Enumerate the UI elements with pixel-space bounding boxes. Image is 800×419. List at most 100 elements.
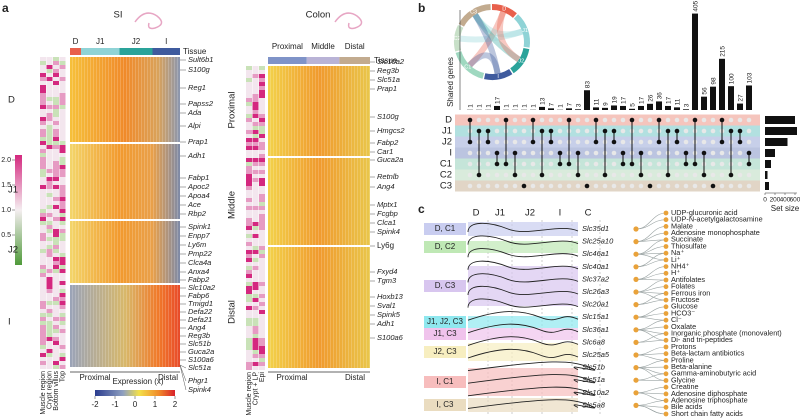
annotation-cell	[59, 173, 66, 177]
annotation-cell	[53, 145, 59, 149]
heatmap-texture	[70, 57, 180, 367]
annotation-cell	[59, 141, 66, 145]
annotation-cell	[59, 209, 66, 213]
annotation-cell	[246, 306, 252, 310]
gene-label: Apoa4	[187, 191, 210, 200]
substrate-label: UDP-glucuronic acid	[671, 208, 738, 217]
annotation-cell	[252, 334, 259, 338]
matrix-dot	[674, 117, 680, 123]
matrix-dot	[620, 172, 626, 178]
gene-label: Slc25a5	[582, 350, 610, 359]
gene-label: Tmigd1	[188, 299, 213, 308]
colorbar-tick-label: 2	[173, 400, 178, 409]
matrix-dot	[593, 183, 599, 189]
annotation-cell	[46, 177, 53, 181]
annotation-cell	[246, 162, 252, 166]
gene-label: Fabp1	[188, 173, 209, 182]
gene-label: Slc10a2	[582, 388, 610, 397]
annotation-cell	[259, 146, 265, 150]
gene-label: Slc35d1	[582, 224, 609, 233]
annotation-cell	[53, 225, 59, 229]
annotation-cell	[53, 285, 59, 289]
annotation-cell	[40, 241, 46, 245]
gene-label: Slc40a1	[582, 262, 609, 271]
tissue-segment	[70, 48, 81, 55]
annotation-cell	[246, 154, 252, 158]
matrix-dot	[683, 128, 689, 134]
annotation-cell	[246, 338, 252, 342]
set-band	[455, 147, 760, 159]
cluster-band	[468, 241, 578, 253]
annotation-cell	[246, 78, 252, 82]
annotation-cell	[46, 253, 53, 257]
panel-label: a	[2, 1, 9, 15]
substrate-dot	[663, 364, 669, 370]
annotation-cell	[259, 178, 265, 182]
gene-label: Alpi	[187, 121, 201, 130]
gene-label: Hoxb13	[377, 292, 404, 301]
annotation-cell	[259, 238, 265, 242]
annotation-cell	[46, 277, 53, 281]
set-band	[455, 158, 760, 170]
annotation-cell	[53, 77, 59, 81]
matrix-dot	[665, 117, 671, 123]
matrix-dot	[656, 150, 662, 156]
matrix-dot	[692, 172, 698, 178]
gene-dot	[633, 314, 639, 320]
panel-a: a SI Colon Tissue Tissue Expression (x) …	[1, 1, 405, 415]
annotation-cell	[53, 337, 59, 341]
annotation-cell	[59, 121, 66, 125]
gene-label: Phgr1	[188, 376, 208, 385]
bar-value-label: 36	[657, 92, 664, 100]
annotation-cell	[259, 174, 265, 178]
annotation-cell	[252, 134, 259, 138]
matrix-dot	[647, 161, 653, 167]
annotation-cell	[40, 93, 46, 97]
gene-label: S100a6	[377, 333, 404, 342]
gene-label: Papss2	[188, 99, 214, 108]
tissue-header: Tissue	[374, 56, 398, 65]
annotation-cell	[59, 269, 66, 273]
annotation-cell	[259, 182, 265, 186]
annotation-cell	[252, 258, 259, 262]
annotation-cell	[259, 126, 265, 130]
annotation-cell	[259, 314, 265, 318]
matrix-dot	[737, 150, 743, 156]
matrix-dot	[674, 172, 680, 178]
gene-label: Car1	[377, 147, 393, 156]
annotation-cell	[259, 122, 265, 126]
annotation-cell	[46, 113, 53, 117]
matrix-dot	[521, 161, 527, 167]
annotation-cell	[259, 90, 265, 94]
annotation-cell	[46, 301, 53, 305]
annotation-cell	[40, 257, 46, 261]
annotation-cell	[259, 142, 265, 146]
annotation-cell	[53, 333, 59, 337]
annotation-cell	[252, 318, 259, 322]
chord-label: C3	[470, 10, 477, 16]
annotation-cell	[252, 302, 259, 306]
annotation-cell	[59, 69, 66, 73]
bar-value-label: 100	[729, 73, 736, 84]
matrix-dot	[710, 117, 716, 123]
annotation-cell	[40, 289, 46, 293]
annotation-cell	[259, 154, 265, 158]
matrix-dot	[701, 128, 707, 134]
annotation-cell	[59, 193, 66, 197]
expression-curve	[467, 222, 579, 233]
annotation-cell	[40, 137, 46, 141]
matrix-dot	[674, 161, 680, 167]
annotation-cell	[53, 345, 59, 349]
gene-substrate-link	[635, 367, 667, 375]
bar-value-label: 1	[477, 104, 484, 108]
axis-left: Proximal	[79, 373, 110, 382]
annotation-cell	[59, 293, 66, 297]
bar	[746, 85, 752, 110]
gene-dot	[633, 264, 639, 270]
annotation-cell	[252, 82, 259, 86]
annotation-cell	[59, 329, 66, 333]
substrate-label: Beta-alanine	[671, 362, 712, 371]
annotation-cell	[246, 274, 252, 278]
annotation-cell	[259, 242, 265, 246]
annotation-cell	[40, 133, 46, 137]
